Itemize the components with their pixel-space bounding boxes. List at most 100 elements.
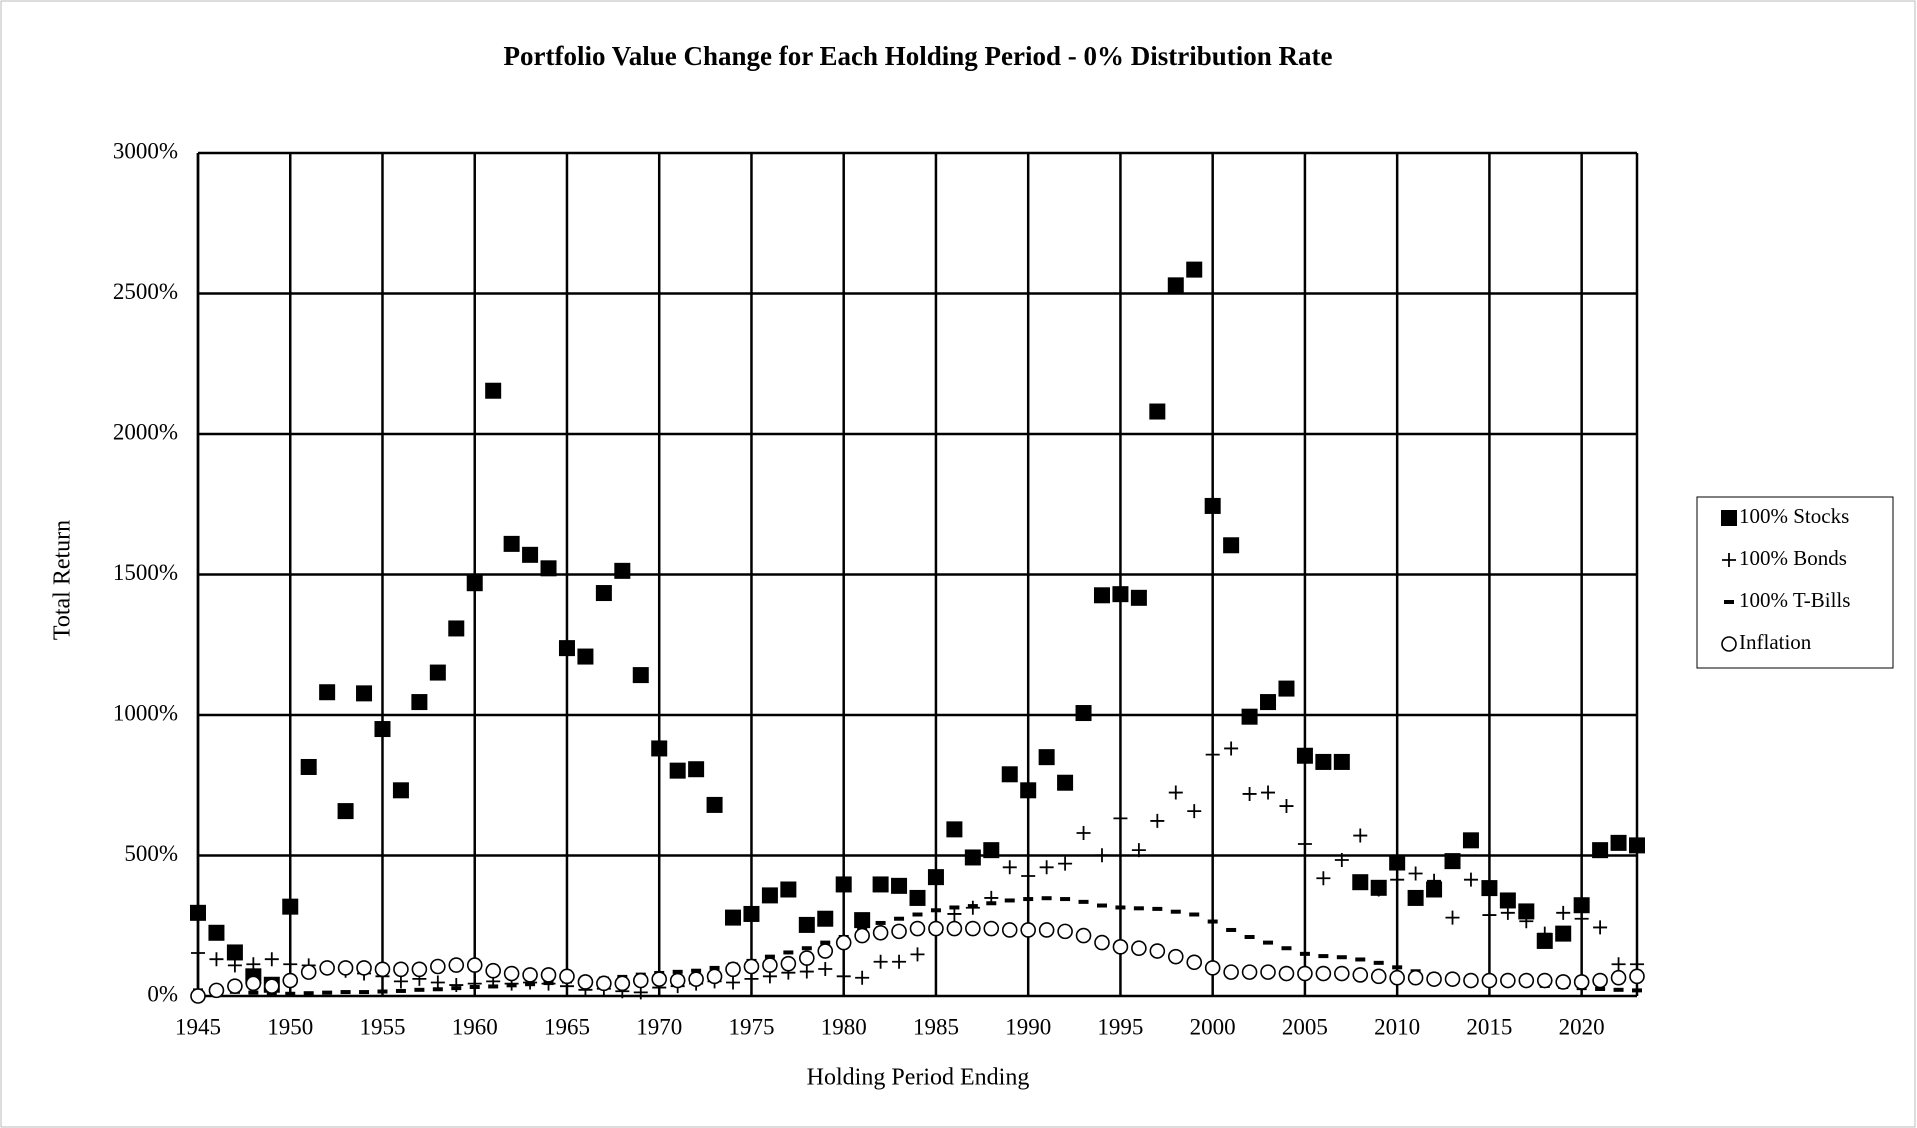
data-point — [209, 952, 224, 967]
data-point — [1242, 786, 1257, 801]
data-point — [909, 889, 926, 906]
data-point — [1500, 905, 1515, 920]
y-tick-label: 3000% — [113, 138, 178, 163]
data-point — [872, 876, 889, 893]
data-point — [1096, 903, 1107, 908]
data-point — [1390, 872, 1405, 887]
x-tick-label: 1970 — [636, 1014, 682, 1039]
data-point — [854, 927, 870, 944]
x-tick-label: 2010 — [1374, 1014, 1420, 1039]
data-point — [891, 877, 908, 894]
data-point — [429, 664, 446, 681]
data-point — [1057, 923, 1073, 940]
data-point — [872, 924, 889, 941]
data-point — [927, 869, 944, 886]
data-point — [1112, 586, 1129, 603]
data-point — [1281, 946, 1292, 951]
data-point — [1189, 912, 1200, 917]
data-point — [614, 562, 631, 579]
data-point — [894, 916, 905, 921]
data-point — [226, 944, 243, 961]
data-point — [1500, 972, 1516, 989]
data-point — [983, 920, 1000, 937]
y-tick-label: 1500% — [113, 560, 178, 585]
data-point — [1130, 589, 1147, 606]
data-point — [319, 960, 335, 976]
data-point — [1001, 766, 1018, 783]
data-point — [1536, 972, 1553, 989]
data-point — [1224, 741, 1239, 756]
data-point — [1316, 871, 1331, 886]
data-point — [1186, 954, 1203, 971]
data-point — [1207, 919, 1218, 924]
legend-marker — [1721, 510, 1737, 526]
data-point — [1076, 826, 1091, 841]
data-point — [577, 648, 594, 665]
data-point — [1152, 906, 1163, 911]
data-point — [282, 898, 299, 915]
data-point — [1426, 971, 1442, 987]
data-point — [540, 560, 557, 577]
data-point — [688, 971, 704, 987]
data-point — [395, 988, 406, 993]
data-point — [1315, 965, 1332, 982]
data-point — [503, 535, 520, 552]
data-point — [946, 821, 963, 838]
data-point — [1204, 960, 1221, 976]
data-point — [1020, 782, 1037, 799]
data-point — [411, 694, 428, 711]
data-point — [1204, 497, 1221, 514]
data-point — [1392, 965, 1403, 970]
data-point — [1555, 974, 1572, 990]
y-tick-label: 1000% — [113, 700, 178, 725]
data-point — [1370, 968, 1387, 985]
data-point — [1113, 811, 1128, 826]
y-tick-label: 2500% — [113, 279, 178, 304]
data-point — [1355, 957, 1366, 962]
data-point — [909, 920, 926, 937]
data-point — [891, 923, 907, 940]
data-point — [706, 796, 723, 813]
data-point — [319, 684, 336, 701]
data-point — [965, 920, 981, 937]
data-point — [964, 849, 981, 866]
data-point — [817, 943, 834, 959]
data-point — [930, 908, 941, 913]
data-point — [485, 382, 502, 399]
data-point — [1168, 785, 1183, 800]
data-point — [1167, 277, 1184, 294]
data-point — [1334, 852, 1349, 867]
data-point — [374, 961, 391, 978]
data-point — [783, 950, 794, 955]
x-tick-label: 1945 — [175, 1014, 221, 1039]
data-point — [282, 972, 299, 989]
data-point — [356, 960, 372, 976]
data-point — [1336, 955, 1347, 960]
data-point — [1170, 909, 1181, 914]
data-point — [1352, 967, 1369, 983]
x-tick-label: 1990 — [1005, 1014, 1051, 1039]
data-point — [448, 957, 465, 973]
data-point — [1021, 869, 1036, 884]
data-point — [1407, 889, 1424, 906]
data-point — [432, 987, 443, 992]
data-point — [651, 971, 668, 987]
y-axis-label: Total Return — [50, 520, 76, 640]
data-point — [632, 667, 649, 684]
data-point — [1518, 903, 1535, 920]
data-point — [411, 961, 428, 978]
data-point — [1389, 854, 1406, 871]
data-point — [466, 957, 483, 973]
data-point — [283, 957, 298, 972]
data-point — [1060, 897, 1071, 902]
data-point — [1260, 964, 1276, 980]
data-point — [1299, 951, 1310, 956]
data-point — [1463, 972, 1479, 989]
legend-marker — [1724, 600, 1734, 604]
legend-label: Inflation — [1739, 630, 1812, 654]
data-point — [1039, 860, 1054, 875]
data-point — [780, 955, 797, 972]
data-point — [1595, 986, 1606, 991]
data-point — [1573, 974, 1590, 990]
data-point — [1078, 899, 1089, 904]
